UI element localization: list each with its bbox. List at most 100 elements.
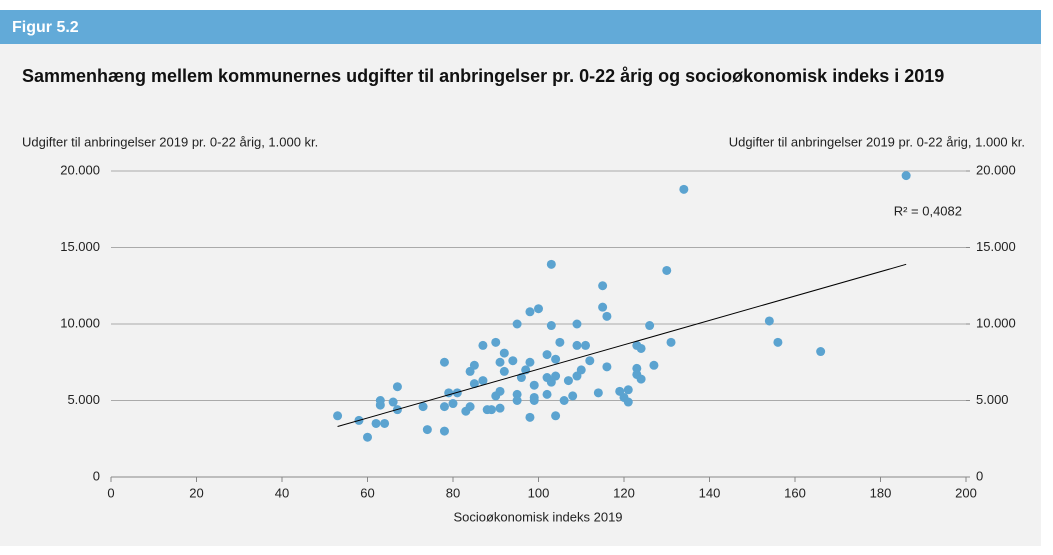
point [551, 411, 561, 421]
point [542, 389, 552, 399]
trendline [337, 263, 907, 427]
point [623, 385, 633, 395]
panel [0, 44, 1041, 546]
x-tick-label: 40 [275, 485, 289, 500]
point [551, 371, 561, 381]
x-tick-label: 60 [360, 485, 374, 500]
y-tick-label: 5.000 [67, 392, 100, 407]
point [375, 400, 385, 410]
point [529, 380, 539, 390]
point [534, 304, 543, 314]
point [469, 360, 479, 370]
point [380, 418, 390, 428]
point [764, 316, 774, 326]
point [333, 411, 343, 421]
y2-axis-label: Udgifter til anbringelser 2019 pr. 0-22 … [729, 134, 1025, 149]
chart-title: Sammenhæng mellem kommunernes udgifter t… [22, 66, 945, 86]
point [529, 392, 539, 402]
point [525, 412, 535, 422]
x-tick-label: 120 [613, 485, 635, 500]
point [495, 357, 505, 367]
point [392, 382, 402, 392]
y-axis-label: Udgifter til anbringelser 2019 pr. 0-22 … [22, 134, 318, 149]
point [465, 402, 475, 412]
y2-tick-label: 5.000 [976, 392, 1009, 407]
point [645, 321, 655, 331]
point [542, 350, 552, 360]
point [495, 386, 505, 396]
point [572, 340, 582, 350]
point [623, 397, 633, 407]
point [439, 402, 449, 412]
point [525, 357, 535, 367]
point [636, 374, 646, 384]
point [602, 311, 612, 321]
point [491, 337, 501, 347]
point [901, 171, 911, 181]
y2-tick-label: 0 [976, 468, 983, 483]
x-tick-label: 0 [107, 485, 114, 500]
point [388, 397, 398, 407]
point [439, 426, 449, 436]
point [666, 337, 676, 347]
point [649, 360, 659, 370]
point [598, 281, 608, 291]
point [508, 356, 518, 366]
point [512, 319, 522, 329]
point [499, 366, 509, 376]
point [363, 432, 372, 442]
point [512, 396, 522, 405]
y-tick-label: 20.000 [60, 162, 100, 177]
y-tick-label: 15.000 [60, 239, 100, 254]
y2-tick-label: 20.000 [976, 162, 1016, 177]
point [773, 337, 783, 347]
x-tick-label: 200 [955, 485, 977, 500]
point [602, 362, 612, 372]
point [525, 307, 535, 317]
point [679, 184, 689, 194]
point [516, 373, 526, 383]
point [568, 391, 578, 401]
point [581, 340, 591, 350]
point [478, 340, 488, 350]
point [486, 405, 496, 415]
point [563, 376, 573, 386]
point [585, 356, 595, 366]
point [418, 402, 428, 412]
point [439, 357, 449, 367]
point [422, 425, 432, 435]
point [551, 354, 561, 364]
point [576, 365, 586, 375]
point [636, 343, 646, 353]
point [816, 347, 826, 357]
point [598, 302, 608, 312]
point [559, 396, 569, 405]
x-tick-label: 80 [446, 485, 460, 500]
point [555, 337, 565, 347]
header-bar [0, 10, 1041, 44]
x-tick-label: 100 [528, 485, 550, 500]
point [499, 348, 509, 358]
y-tick-label: 10.000 [60, 315, 100, 330]
point [371, 418, 381, 428]
x-tick-label: 140 [699, 485, 721, 500]
y-tick-label: 0 [93, 468, 100, 483]
x-tick-label: 160 [784, 485, 806, 500]
point [662, 265, 672, 275]
point [572, 319, 582, 329]
point [593, 388, 603, 398]
annotation: R² = 0,4082 [894, 203, 962, 218]
point [495, 403, 505, 413]
figure-label: Figur 5.2 [12, 19, 79, 36]
point [478, 376, 488, 386]
point [448, 399, 458, 409]
y2-tick-label: 15.000 [976, 239, 1016, 254]
point [469, 379, 479, 389]
point [546, 259, 556, 269]
x-tick-label: 180 [870, 485, 892, 500]
point [546, 321, 556, 331]
x-axis-label: Socioøkonomisk indeks 2019 [453, 509, 622, 524]
y2-tick-label: 10.000 [976, 315, 1016, 330]
